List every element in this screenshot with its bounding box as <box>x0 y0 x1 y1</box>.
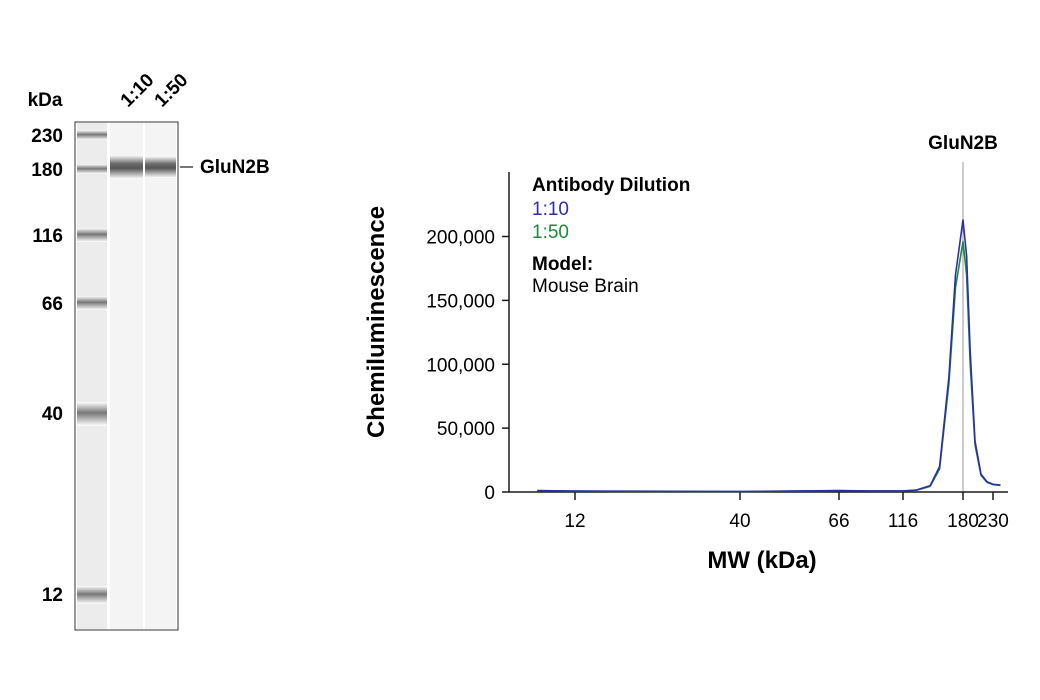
ladder-band-40 <box>77 402 107 426</box>
x-tick-label: 230 <box>977 511 1009 532</box>
ladder-label-40: 40 <box>42 404 63 425</box>
y-ticks: 0 50,000 100,000 150,000 200,000 <box>426 228 509 504</box>
ladder-label-180: 180 <box>31 160 63 181</box>
blot-panel: kDa 1:10 1:50 230 180 116 66 40 12 GluN2… <box>28 70 270 630</box>
series-line-1-10 <box>537 220 1000 492</box>
legend-title: Antibody Dilution <box>532 175 690 196</box>
legend: Antibody Dilution 1:10 1:50 Model: Mouse… <box>532 175 690 297</box>
ladder-band-230 <box>77 130 107 140</box>
y-tick-label: 50,000 <box>437 419 495 440</box>
x-tick-label: 40 <box>729 511 750 532</box>
ladder-band-180 <box>77 164 107 174</box>
ladder-label-66: 66 <box>42 294 63 315</box>
band-label: GluN2B <box>200 157 270 178</box>
kda-label: kDa <box>28 90 63 111</box>
ladder-label-116: 116 <box>32 226 63 247</box>
chart-panel: GluN2B 0 50,000 100,000 150,000 200,000 12 40… <box>363 133 1009 574</box>
x-tick-label: 12 <box>564 511 585 532</box>
y-axis-title: Chemiluminescence <box>363 206 390 438</box>
series-group <box>537 220 1000 492</box>
legend-item-2: 1:50 <box>532 222 569 243</box>
x-tick-label: 116 <box>888 511 918 532</box>
band-lane-2 <box>145 156 176 178</box>
x-tick-label: 180 <box>947 511 979 532</box>
model-value: Mouse Brain <box>532 276 639 297</box>
ladder-label-12: 12 <box>42 585 63 606</box>
peak-label: GluN2B <box>928 133 998 154</box>
ladder-lane <box>77 123 107 629</box>
ladder-band-66 <box>77 296 107 310</box>
y-axis: 0 50,000 100,000 150,000 200,000 <box>426 172 509 504</box>
x-axis: 12 40 66 116 180230 <box>509 492 1009 532</box>
y-tick-label: 200,000 <box>426 228 495 249</box>
y-tick-label: 100,000 <box>426 355 495 376</box>
lane-label-2: 1:50 <box>151 70 193 112</box>
ladder-band-12 <box>77 586 107 604</box>
y-tick-label: 150,000 <box>426 291 495 312</box>
sample-lane-1 <box>110 123 143 629</box>
legend-item-1: 1:10 <box>532 199 569 220</box>
sample-lane-2 <box>145 123 176 629</box>
x-tick-label: 66 <box>828 511 849 532</box>
ladder-band-116 <box>77 228 107 242</box>
x-axis-title: MW (kDa) <box>707 547 816 574</box>
x-ticks: 12 40 66 116 180230 <box>564 492 1008 532</box>
ladder-label-230: 230 <box>31 126 63 147</box>
lane-label-1: 1:10 <box>117 70 159 112</box>
band-lane-1 <box>110 155 143 179</box>
model-title: Model: <box>532 254 593 275</box>
y-tick-label: 0 <box>484 483 495 504</box>
